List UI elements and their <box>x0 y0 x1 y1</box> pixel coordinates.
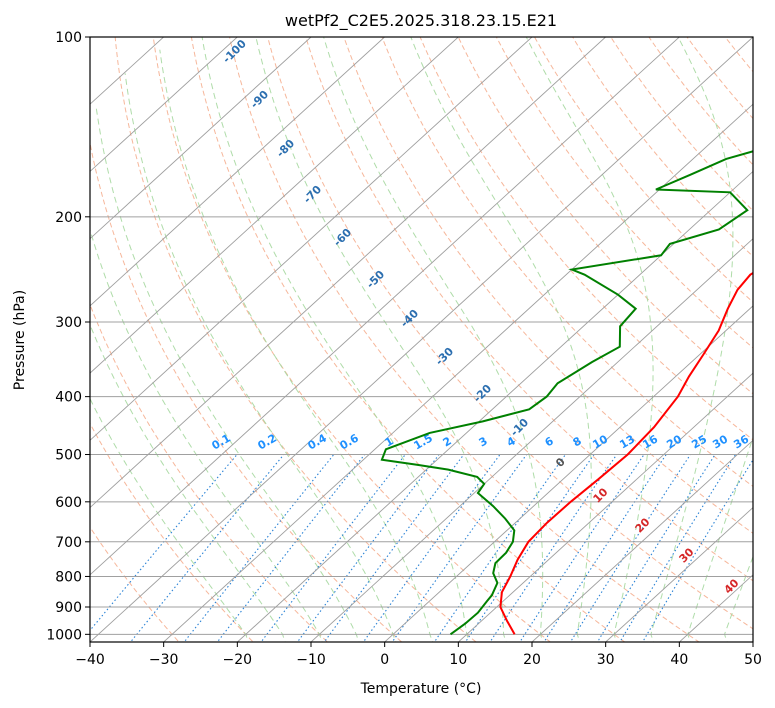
x-tick-label: −40 <box>75 652 105 668</box>
isotherm <box>90 37 386 307</box>
dry-adiabat <box>190 37 626 642</box>
chart-title: wetPf2_C2E5.2025.318.23.15.E21 <box>285 11 557 31</box>
mixing-ratio-line <box>569 454 691 642</box>
moist-adiabat <box>525 37 654 642</box>
mixing-ratio-line <box>464 454 595 642</box>
mixing-ratio-line <box>183 454 335 642</box>
moist-adiabat <box>90 323 286 642</box>
mixing-ratio-line <box>596 454 716 642</box>
y-tick-label: 600 <box>55 495 82 511</box>
mixing-ratio-line <box>362 454 501 642</box>
dry-adiabat <box>90 526 180 642</box>
moist-adiabat <box>410 37 592 642</box>
mixing-ratio-line <box>129 454 285 642</box>
isotherm <box>236 170 753 642</box>
dry-adiabat <box>305 37 753 582</box>
profiles <box>380 150 753 636</box>
x-tick-label: 50 <box>744 652 762 668</box>
dry-adiabat <box>90 303 329 642</box>
mixing-ratio-line <box>519 454 645 642</box>
y-tick-label: 900 <box>55 600 82 616</box>
mixing-ratio-line <box>323 454 465 642</box>
moist-adiabat <box>323 37 544 642</box>
y-tick-label: 500 <box>55 448 82 464</box>
moist-adiabat <box>124 73 397 642</box>
dewpoint-profile <box>380 150 753 636</box>
y-tick-label: 700 <box>55 535 82 551</box>
temperature-profile <box>499 271 753 635</box>
isotherm <box>90 37 753 642</box>
mixing-ratio-line <box>489 454 618 642</box>
y-axis-title: Pressure (hPa) <box>12 290 28 390</box>
x-tick-label: −10 <box>296 652 326 668</box>
x-axis-title: Temperature (°C) <box>360 681 482 697</box>
x-tick-label: 10 <box>449 652 467 668</box>
x-tick-label: 0 <box>380 652 389 668</box>
isotherm <box>90 37 607 509</box>
isotherm <box>310 238 753 642</box>
dry-adiabat <box>381 37 753 488</box>
dry-adiabat <box>343 37 753 534</box>
moist-adiabat <box>90 397 249 642</box>
isotherm <box>531 439 753 642</box>
isotherm <box>384 305 753 642</box>
y-axis: 1000 900 800 700 600 500 400 300 200 100 <box>46 30 90 643</box>
moist-adiabat <box>687 435 753 642</box>
x-tick-label: 30 <box>597 652 615 668</box>
dry-adiabat <box>572 37 753 258</box>
moist-adiabat <box>95 105 360 642</box>
y-tick-label: 1000 <box>46 627 82 643</box>
dry-adiabat <box>495 37 753 349</box>
moist-adiabat <box>90 228 323 642</box>
isotherm <box>90 37 312 240</box>
dry-adiabat <box>114 37 477 642</box>
isotherm <box>457 372 753 642</box>
isotherm <box>90 37 238 173</box>
isotherm <box>90 37 533 441</box>
isotherm <box>163 103 753 642</box>
dry-adiabat <box>90 422 254 642</box>
dry-adiabat <box>533 37 753 303</box>
isotherm <box>90 37 680 576</box>
moist-adiabat <box>159 49 434 642</box>
y-tick-label: 400 <box>55 390 82 406</box>
dry-adiabat <box>267 37 753 630</box>
plot-frame <box>89 36 754 643</box>
x-tick-label: 20 <box>523 652 541 668</box>
mixing-ratio-line <box>619 454 737 642</box>
moist-adiabat <box>650 37 734 642</box>
grid-lines <box>90 37 753 642</box>
isotherm <box>90 37 459 374</box>
mixing-ratio-line <box>216 454 366 642</box>
moist-adiabat <box>724 555 753 642</box>
x-tick-label: −30 <box>149 652 179 668</box>
y-tick-label: 100 <box>55 30 82 46</box>
y-tick-label: 200 <box>55 210 82 226</box>
y-tick-label: 800 <box>55 569 82 585</box>
x-axis: −40 −30 −20 −10 0 10 20 30 40 50 <box>75 642 762 668</box>
dry-adiabat <box>90 140 403 642</box>
y-tick-label: 300 <box>55 315 82 331</box>
dry-adiabat <box>648 37 753 166</box>
moist-adiabat <box>255 37 507 642</box>
background-lines <box>90 37 753 642</box>
moist-adiabat <box>201 37 470 642</box>
mixing-ratio-line <box>543 454 667 642</box>
mixing-ratio-line <box>433 454 566 642</box>
x-tick-label: −20 <box>223 652 253 668</box>
isotherm <box>605 506 753 642</box>
x-tick-label: 40 <box>670 652 688 668</box>
dry-adiabat <box>229 37 700 642</box>
